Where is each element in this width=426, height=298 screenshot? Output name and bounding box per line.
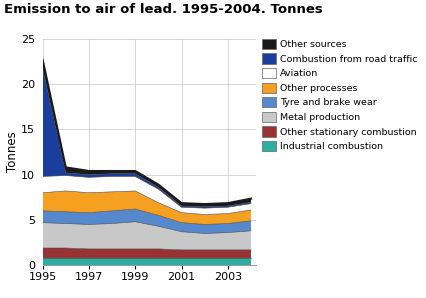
- Y-axis label: Tonnes: Tonnes: [6, 132, 20, 172]
- Text: Emission to air of lead. 1995-2004. Tonnes: Emission to air of lead. 1995-2004. Tonn…: [4, 3, 323, 16]
- Legend: Other sources, Combustion from road traffic, Aviation, Other processes, Tyre and: Other sources, Combustion from road traf…: [262, 39, 418, 151]
